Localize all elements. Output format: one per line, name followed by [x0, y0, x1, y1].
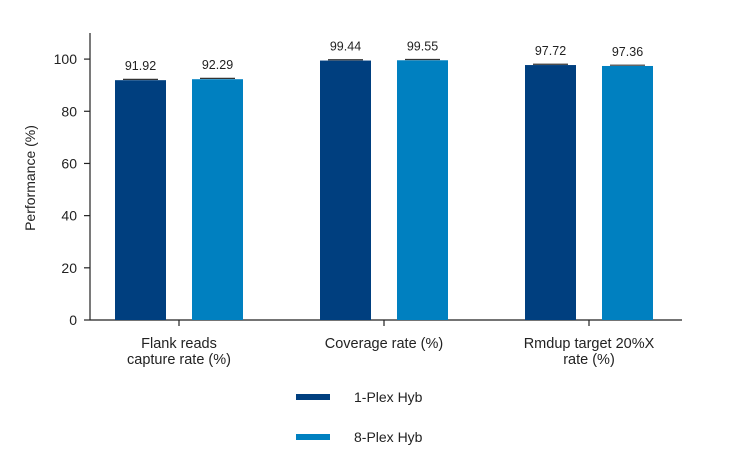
bar: [602, 65, 653, 320]
legend-label-8plex: 8-Plex Hyb: [354, 429, 423, 445]
data-label: 92.29: [202, 58, 233, 72]
bar: [115, 80, 166, 320]
data-label: 97.36: [612, 45, 643, 59]
y-axis-title: Performance (%): [22, 125, 38, 231]
y-tick-label: 20: [61, 260, 77, 276]
x-tick-label: Rmdup target 20%X: [524, 336, 655, 352]
bar: [525, 65, 576, 320]
y-tick-label: 100: [54, 51, 78, 67]
legend-swatch-1plex: [296, 394, 330, 400]
y-axis: 0 20 40 60 80 100: [54, 33, 91, 328]
data-label: 99.55: [407, 39, 438, 53]
legend: 1-Plex Hyb 8-Plex Hyb: [296, 386, 422, 466]
x-tick-label: capture rate (%): [127, 352, 231, 368]
y-tick-label: 40: [61, 208, 77, 224]
x-tick-label: Flank reads: [141, 336, 217, 352]
legend-item-8plex: 8-Plex Hyb: [296, 426, 422, 448]
bar: [320, 60, 371, 320]
y-tick-label: 80: [61, 103, 77, 119]
x-tick-label: rate (%): [563, 352, 615, 368]
legend-item-1plex: 1-Plex Hyb: [296, 386, 422, 408]
y-tick-label: 0: [69, 312, 77, 328]
data-label: 91.92: [125, 59, 156, 73]
legend-label-1plex: 1-Plex Hyb: [354, 389, 423, 405]
data-label: 99.44: [330, 40, 361, 54]
bar: [397, 60, 448, 320]
data-label: 97.72: [535, 44, 566, 58]
bar: [192, 79, 243, 320]
bars: 91.92 92.29 99.44 99.55 97.72 97.36: [115, 39, 653, 320]
x-tick-label: Coverage rate (%): [325, 336, 443, 352]
y-tick-label: 60: [61, 155, 77, 171]
legend-swatch-8plex: [296, 434, 330, 440]
